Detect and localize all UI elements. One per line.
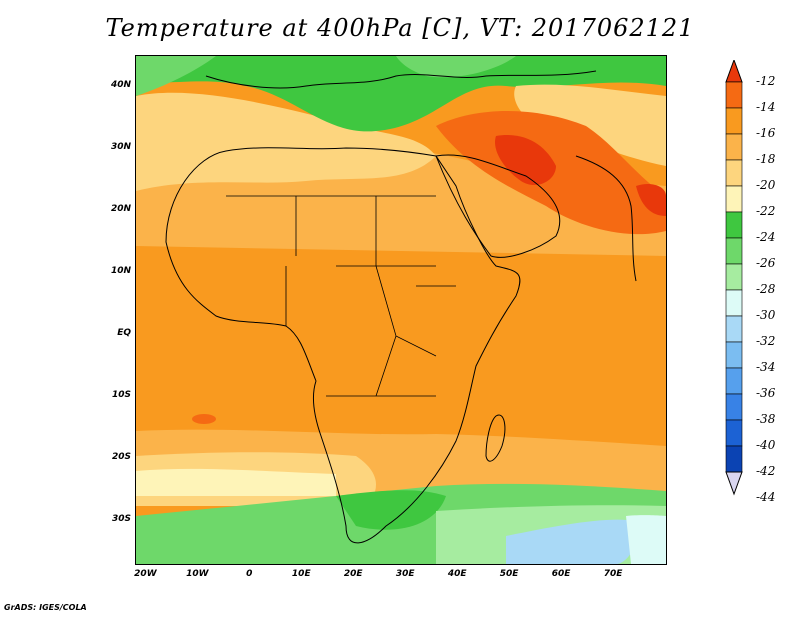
colorbar-swatch — [725, 133, 743, 161]
colorbar-swatch — [725, 419, 743, 447]
colorbar-tick-label: -14 — [756, 100, 776, 114]
colorbar-tick-label: -40 — [756, 438, 776, 452]
colorbar-tick-label: -32 — [756, 334, 776, 348]
lon-tick-label: 50E — [499, 569, 519, 579]
colorbar-swatch — [725, 445, 743, 473]
lat-tick-label: 10N — [110, 265, 131, 276]
field-yellow-north — [136, 92, 436, 191]
india-coastline — [575, 155, 637, 282]
colorbar-tick-label: -36 — [756, 386, 776, 400]
lat-tick-label: 30N — [110, 141, 131, 152]
field-yellow-northeast — [514, 84, 666, 166]
colorbar-top-arrow — [725, 60, 743, 83]
colorbar-swatch — [725, 367, 743, 395]
lat-tick-label: 20S — [111, 451, 131, 462]
colorbar-tick-label: -42 — [756, 464, 776, 478]
lat-tick-label: EQ — [117, 327, 131, 338]
field-blue-south — [506, 519, 637, 564]
lat-tick-label: 10S — [111, 389, 131, 400]
colorbar-swatch — [725, 185, 743, 213]
field-spot-south — [192, 414, 216, 424]
lat-tick-label: 30S — [111, 513, 131, 524]
colorbar-swatch — [725, 107, 743, 135]
europe-coastline — [205, 70, 597, 89]
colorbar-tick-label: -24 — [756, 230, 776, 244]
africa-coastline — [165, 147, 521, 544]
credit-text: GrADS: IGES/COLA — [4, 603, 87, 612]
madagascar-coastline — [485, 414, 506, 462]
colorbar-swatch — [725, 81, 743, 109]
colorbar-tick-label: -22 — [756, 204, 776, 218]
colorbar-tick-label: -12 — [756, 74, 776, 88]
field-hot-india — [636, 184, 666, 216]
temperature-field — [136, 56, 666, 564]
colorbar-swatch — [725, 263, 743, 291]
map-panel — [135, 55, 667, 565]
colorbar-swatch — [725, 393, 743, 421]
field-cyan-south — [626, 515, 666, 564]
colorbar-tick-label: -28 — [756, 282, 776, 296]
colorbar-tick-label: -26 — [756, 256, 776, 270]
lon-tick-label: 60E — [551, 569, 571, 579]
field-pale-south — [136, 468, 336, 496]
colorbar-tick-label: -44 — [756, 490, 776, 504]
colorbar-swatch — [725, 159, 743, 187]
lon-tick-label: 40E — [447, 569, 467, 579]
colorbar-tick-label: -38 — [756, 412, 776, 426]
field-green-sa — [336, 490, 446, 530]
colorbar-swatch — [725, 211, 743, 239]
field-green-west — [136, 56, 216, 96]
lat-tick-label: 40N — [110, 79, 131, 90]
colorbar-swatch — [725, 315, 743, 343]
lon-tick-label: 20W — [134, 569, 157, 579]
colorbar-tick-label: -30 — [756, 308, 776, 322]
colorbar-swatch — [725, 237, 743, 265]
colorbar-tick-label: -34 — [756, 360, 776, 374]
lat-tick-label: 20N — [110, 203, 131, 214]
field-green-med-light — [396, 56, 516, 78]
colorbar-tick-label: -16 — [756, 126, 776, 140]
lon-tick-label: 30E — [395, 569, 415, 579]
lon-tick-label: 20E — [343, 569, 363, 579]
chart-title: Temperature at 400hPa [C], VT: 201706212… — [105, 14, 695, 42]
colorbar-tick-label: -20 — [756, 178, 776, 192]
lon-tick-label: 10E — [291, 569, 311, 579]
colorbar — [725, 60, 743, 496]
lon-tick-label: 70E — [603, 569, 623, 579]
colorbar-bottom-arrow — [725, 471, 743, 496]
colorbar-swatch — [725, 289, 743, 317]
lon-tick-label: 0 — [246, 569, 253, 579]
lon-tick-label: 10W — [186, 569, 209, 579]
colorbar-tick-label: -18 — [756, 152, 776, 166]
colorbar-swatch — [725, 341, 743, 369]
arabia-coastline — [435, 154, 561, 258]
field-hottest-gulf — [495, 135, 556, 186]
country-borders — [226, 195, 456, 397]
